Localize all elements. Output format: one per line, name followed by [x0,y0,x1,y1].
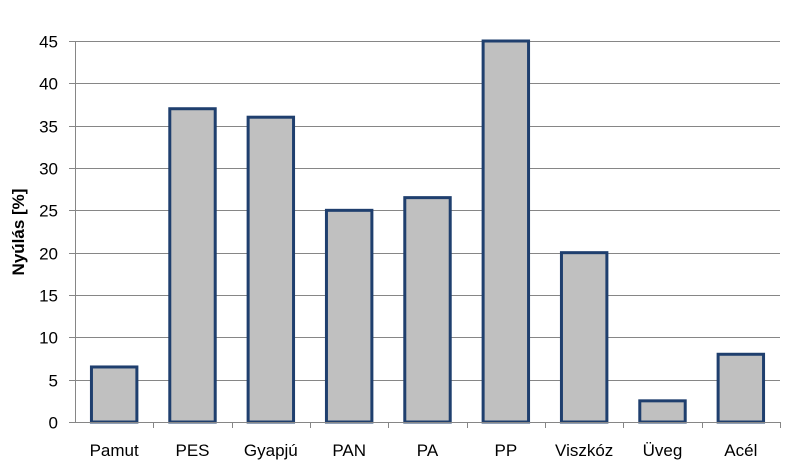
x-tick-label: Gyapjú [244,441,298,460]
y-tick-label: 0 [49,414,58,433]
y-tick-label: 35 [39,118,58,137]
y-tick-label: 20 [39,245,58,264]
y-tick-label: 25 [39,202,58,221]
y-tick-label: 45 [39,33,58,52]
y-tick-label: 30 [39,160,58,179]
bar-acél [716,352,766,424]
x-tick-label: PAN [332,441,366,460]
y-tick-label: 40 [39,75,58,94]
x-tick-label: PA [417,441,439,460]
axes [69,41,781,428]
y-tick-labels: 0 5 10 15 20 25 30 35 40 45 [39,33,58,433]
bar-pamut [89,365,139,424]
bar-pa [403,196,452,424]
bars [89,39,766,424]
y-tick-label: 15 [39,287,58,306]
x-tick-label: PP [494,441,517,460]
bar-gyapjú [246,115,296,424]
x-tick-label: Pamut [90,441,139,460]
x-tick-label: PES [175,441,209,460]
y-tick-label: 5 [49,372,58,391]
bar-üveg [638,399,687,424]
y-axis-label: Nyúlás [%] [9,189,28,276]
x-tick-labels: Pamut PES Gyapjú PAN PA PP Viszkóz Üveg Acél [90,441,758,460]
bar-pp [481,39,531,424]
bar-viszkóz [559,251,609,424]
y-tick-label: 10 [39,329,58,348]
x-tick-label: Acél [724,441,757,460]
x-tick-label: Viszkóz [555,441,613,460]
x-tick-label: Üveg [643,441,683,460]
bar-pes [168,107,217,424]
bar-pan [324,208,374,424]
